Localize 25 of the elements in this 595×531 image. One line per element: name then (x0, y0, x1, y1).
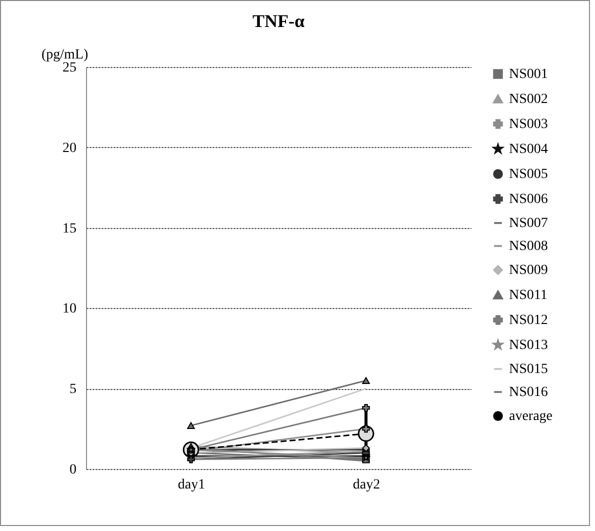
y-tick-label: 5 (70, 382, 76, 398)
legend-label: NS008 (509, 239, 548, 254)
legend-label: NS007 (509, 216, 548, 231)
legend-label: NS011 (509, 288, 548, 303)
y-axis-title: (pg/mL) (42, 48, 88, 62)
legend-label: NS015 (509, 362, 548, 377)
y-tick-label: 10 (62, 302, 76, 317)
x-tick-label: day2 (352, 478, 380, 492)
legend-label: NS009 (509, 263, 548, 278)
legend-label: NS004 (509, 142, 548, 157)
y-tick-label: 0 (70, 462, 76, 478)
y-tick-label: 25 (62, 60, 76, 76)
legend-label: NS006 (509, 192, 548, 207)
legend-label: NS012 (509, 313, 548, 328)
legend-label: NS013 (509, 338, 548, 353)
legend-label: NS001 (509, 67, 548, 82)
legend-label: NS003 (509, 117, 548, 132)
x-tick-label: day1 (178, 478, 206, 492)
legend-label: NS016 (509, 385, 548, 400)
y-tick-label: 15 (62, 221, 76, 236)
legend-label: NS005 (509, 167, 548, 182)
legend-label: NS002 (509, 92, 548, 107)
chart-title: TNF-α (252, 11, 305, 31)
legend-label: average (509, 409, 553, 424)
y-tick-label: 20 (62, 140, 76, 156)
